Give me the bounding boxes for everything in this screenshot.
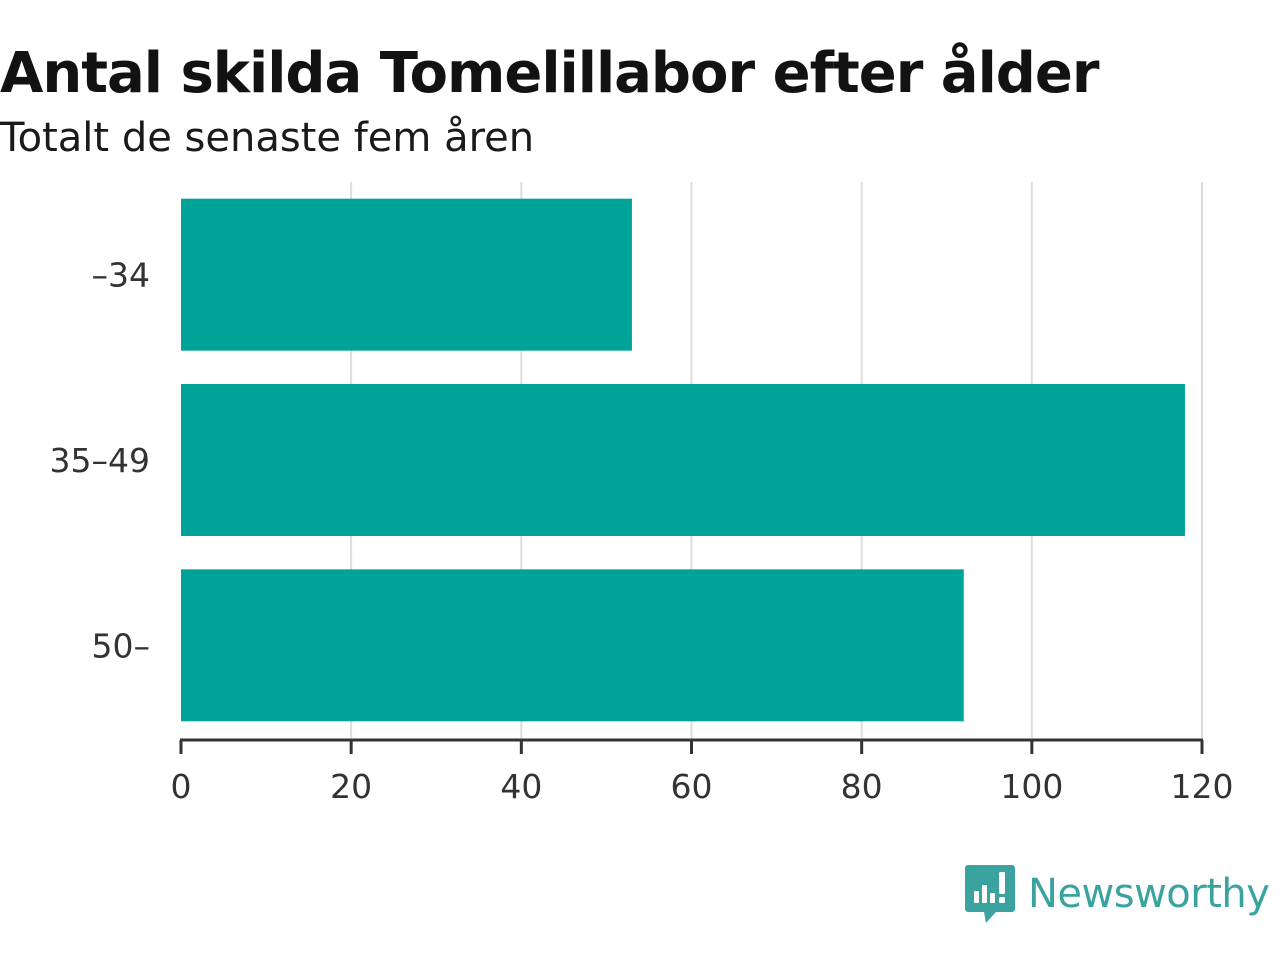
bar (181, 198, 632, 351)
bars (181, 198, 1185, 722)
category-label: –34 (92, 256, 151, 295)
category-label: 35–49 (50, 441, 150, 480)
x-tick-label: 100 (1000, 767, 1063, 806)
bar (181, 569, 964, 722)
x-tick-label: 0 (171, 767, 192, 806)
x-tick-label: 60 (671, 767, 713, 806)
x-tick-label: 120 (1171, 767, 1234, 806)
newsworthy-logo-icon (965, 865, 1015, 923)
bar (181, 384, 1185, 536)
chart-title: Antal skilda Tomelillabor efter ålder (0, 41, 1099, 106)
chart-subtitle: Totalt de senaste fem åren (0, 115, 535, 161)
x-axis: 0 20 40 60 80 100 120 (171, 738, 1234, 806)
category-label: 50– (92, 626, 151, 665)
x-tick-label: 40 (500, 767, 542, 806)
x-tick-label: 20 (330, 767, 372, 806)
brand-logo: Newsworthy (964, 862, 1270, 926)
x-tick-label: 80 (841, 767, 883, 806)
brand-name: Newsworthy (1028, 871, 1270, 917)
category-labels: –34 35–49 50– (50, 256, 150, 666)
